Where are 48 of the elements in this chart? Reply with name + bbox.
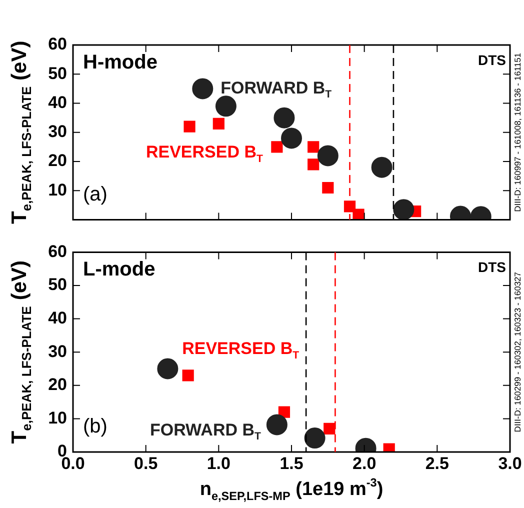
y-tick-label: 50 <box>48 275 67 294</box>
x-tick-label: 3.0 <box>498 454 522 473</box>
y-tick-label: 20 <box>48 375 67 394</box>
point <box>324 422 336 434</box>
annotation: DTS <box>478 52 506 68</box>
point <box>278 406 290 418</box>
point <box>317 145 338 166</box>
point <box>192 78 214 100</box>
y-tick-label: 40 <box>48 92 67 112</box>
annotation: L-mode <box>83 258 156 281</box>
point <box>274 107 295 128</box>
x-tick-label: 1.5 <box>280 454 304 473</box>
point <box>215 96 236 117</box>
y-axis-title: Te,PEAK, LFS-PLATE (eV) <box>8 260 34 444</box>
x-tick-label: 2.5 <box>425 454 449 473</box>
y-tick-label: 60 <box>48 34 67 54</box>
point <box>304 428 326 449</box>
annotation: (b) <box>83 416 108 438</box>
point <box>308 141 320 153</box>
point <box>212 118 224 130</box>
text: DIII-D: 160997 - 161008, 161136 - 161151 <box>512 52 522 212</box>
y-tick-label: 10 <box>48 180 67 200</box>
point <box>271 141 283 153</box>
x-tick-label: 2.0 <box>352 454 376 473</box>
annotation: DTS <box>478 259 506 276</box>
y-tick-label: 10 <box>48 408 67 428</box>
y-tick-label: 40 <box>48 308 67 328</box>
point <box>182 370 194 382</box>
point <box>352 208 364 220</box>
x-tick-label: 1.0 <box>206 454 230 473</box>
x-tick-label: 0.5 <box>134 454 158 473</box>
y-tick-label: 50 <box>48 64 67 83</box>
point <box>308 158 320 170</box>
annotation: H-mode <box>83 52 158 74</box>
point <box>322 182 334 194</box>
y-tick-label: 30 <box>48 122 67 142</box>
point <box>184 120 196 132</box>
text: DIII-D: 160299 - 160302, 160323 - 160327 <box>512 272 522 432</box>
y-tick-label: 60 <box>48 242 67 261</box>
point <box>281 128 302 149</box>
point <box>266 414 288 436</box>
y-tick-label: 30 <box>48 342 67 361</box>
point <box>157 358 178 380</box>
point <box>371 156 392 178</box>
y-tick-label: 20 <box>48 151 67 170</box>
annotation: (a) <box>83 183 108 206</box>
y-axis-title: Te,PEAK, LFS-PLATE (eV) <box>8 40 34 224</box>
point <box>393 199 414 220</box>
